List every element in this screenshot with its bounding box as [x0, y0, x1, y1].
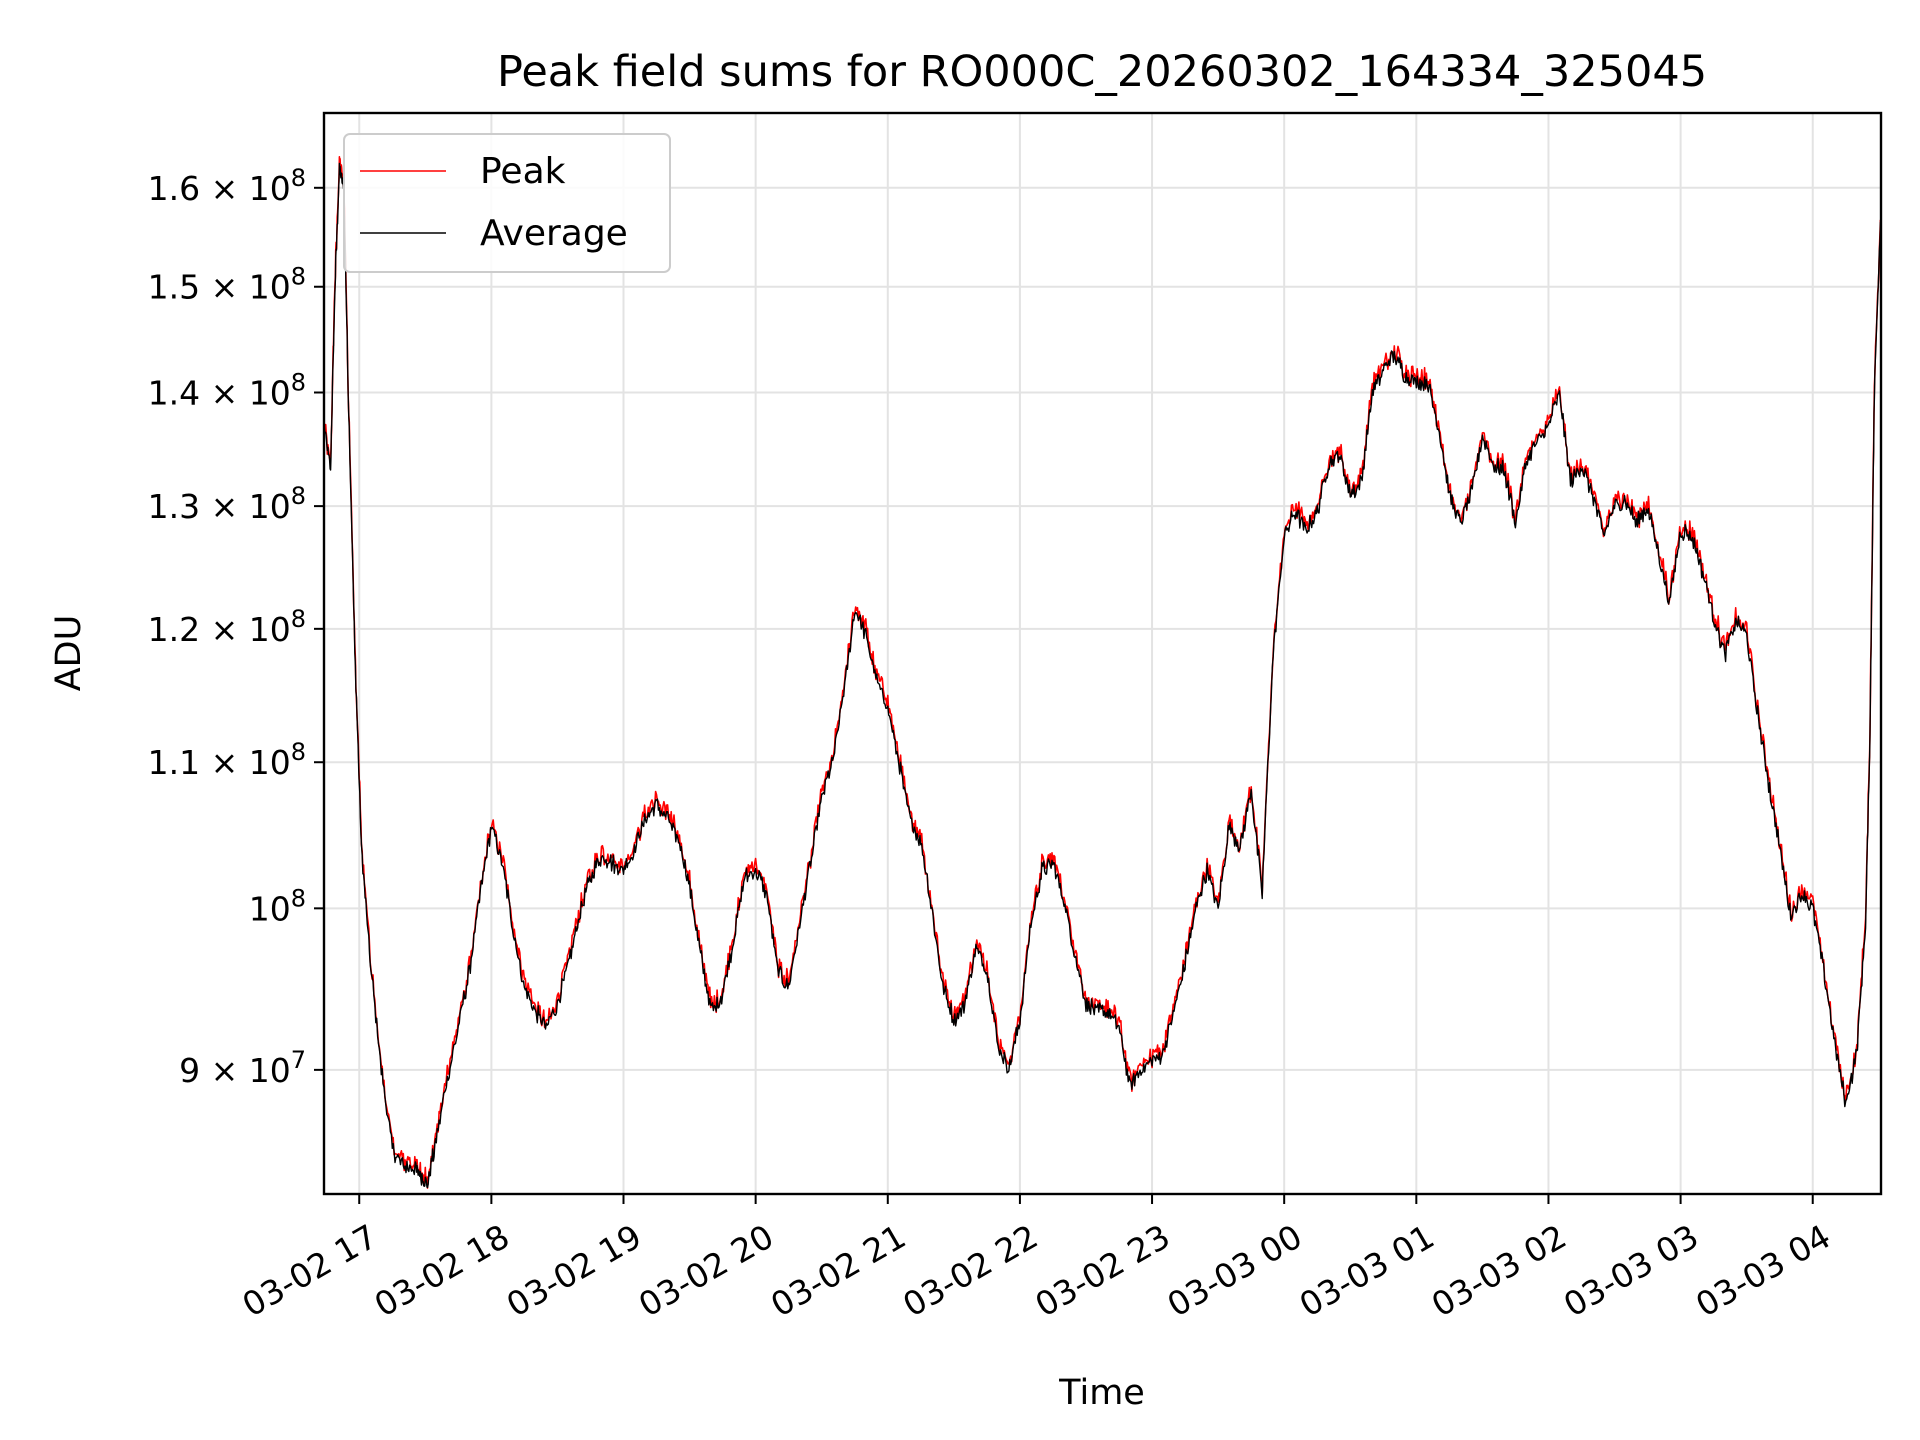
legend-box	[343, 133, 671, 273]
x-tick-label: 03-03 02	[1425, 1217, 1573, 1325]
y-tick-mantissa: 1.1 × 10	[148, 743, 291, 782]
y-tick-exponent: 8	[291, 263, 306, 291]
y-tick-mantissa: 1.4 × 10	[148, 374, 291, 413]
y-tick-exponent: 8	[291, 164, 306, 192]
x-tick-label: 03-03 03	[1557, 1217, 1705, 1325]
plot-frame	[322, 111, 1883, 1196]
series-line-peak	[323, 156, 1882, 1189]
x-tick-label: 03-02 22	[896, 1217, 1044, 1325]
legend: Peak Average	[343, 133, 671, 273]
y-tick-label: 108	[249, 884, 306, 928]
y-axis-label: ADU	[49, 615, 89, 692]
x-tick-label: 03-02 20	[632, 1217, 780, 1325]
y-tick-label: 1.4 × 108	[148, 369, 306, 413]
x-tick-label: 03-02 18	[368, 1217, 516, 1325]
x-tick-label: 03-03 04	[1689, 1217, 1837, 1325]
y-tick-mantissa: 10	[249, 889, 291, 928]
y-tick-mantissa: 9 × 10	[179, 1051, 291, 1090]
series-line-average	[323, 162, 1882, 1189]
y-tick-exponent: 8	[291, 738, 306, 766]
y-tick-exponent: 8	[291, 369, 306, 397]
grid-layer	[324, 113, 1881, 1194]
legend-label-average: Average	[480, 213, 628, 254]
x-tick-label: 03-02 19	[500, 1217, 648, 1325]
y-tick-label: 1.1 × 108	[148, 738, 306, 782]
y-tick-label: 1.3 × 108	[148, 482, 306, 526]
x-tick-label: 03-02 21	[764, 1217, 912, 1325]
chart-title: Peak field sums for RO000C_20260302_1643…	[497, 47, 1707, 97]
y-tick-exponent: 8	[291, 884, 306, 912]
y-tick-label: 9 × 107	[179, 1046, 306, 1090]
x-tick-label: 03-02 23	[1028, 1217, 1176, 1325]
x-tick-label: 03-02 17	[236, 1217, 384, 1325]
y-tick-exponent: 7	[291, 1046, 306, 1074]
y-tick-label: 1.6 × 108	[148, 164, 306, 208]
x-tick-label: 03-03 01	[1293, 1217, 1441, 1325]
legend-label-peak: Peak	[480, 151, 566, 192]
y-tick-mantissa: 1.5 × 10	[148, 268, 291, 307]
y-tick-mantissa: 1.3 × 10	[148, 487, 291, 526]
y-tick-mantissa: 1.2 × 10	[148, 610, 291, 649]
y-tick-mantissa: 1.6 × 10	[148, 169, 291, 208]
y-tick-exponent: 8	[291, 605, 306, 633]
x-tick-label: 03-03 00	[1161, 1217, 1309, 1325]
y-tick-exponent: 8	[291, 482, 306, 510]
x-axis-label: Time	[1058, 1373, 1145, 1413]
plot-layer	[323, 156, 1882, 1189]
y-tick-label: 1.5 × 108	[148, 263, 306, 307]
y-tick-label: 1.2 × 108	[148, 605, 306, 649]
